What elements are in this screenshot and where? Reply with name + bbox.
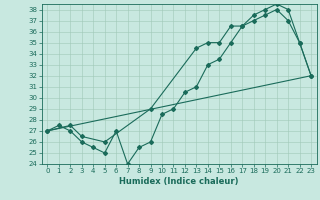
X-axis label: Humidex (Indice chaleur): Humidex (Indice chaleur)	[119, 177, 239, 186]
